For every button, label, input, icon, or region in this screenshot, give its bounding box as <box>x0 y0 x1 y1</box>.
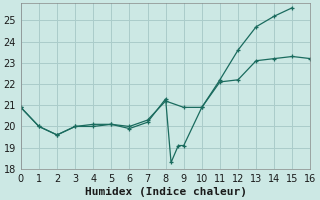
X-axis label: Humidex (Indice chaleur): Humidex (Indice chaleur) <box>84 186 247 197</box>
